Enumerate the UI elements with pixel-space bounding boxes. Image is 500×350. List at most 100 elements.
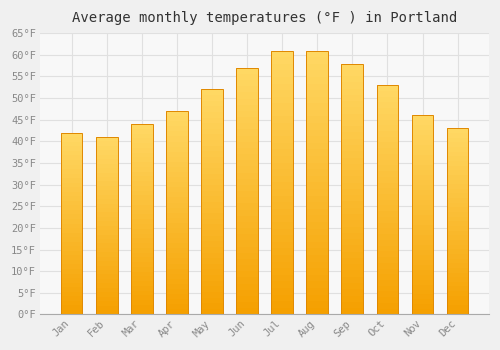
- Bar: [60, 310, 82, 314]
- Bar: [272, 103, 293, 110]
- Bar: [412, 275, 434, 280]
- Bar: [342, 252, 363, 258]
- Bar: [376, 125, 398, 131]
- Bar: [376, 85, 398, 91]
- Bar: [96, 141, 118, 146]
- Bar: [96, 274, 118, 279]
- Bar: [376, 119, 398, 125]
- Bar: [342, 114, 363, 120]
- Bar: [446, 180, 468, 184]
- Bar: [166, 203, 188, 208]
- Bar: [376, 257, 398, 263]
- Bar: [236, 271, 258, 278]
- Bar: [342, 158, 363, 164]
- Bar: [376, 97, 398, 102]
- Bar: [96, 226, 118, 230]
- Bar: [201, 224, 223, 230]
- Bar: [446, 212, 468, 217]
- Bar: [342, 220, 363, 226]
- Bar: [60, 219, 82, 224]
- Bar: [60, 251, 82, 256]
- Bar: [306, 123, 328, 130]
- Bar: [166, 289, 188, 294]
- Bar: [96, 164, 118, 168]
- Bar: [306, 182, 328, 189]
- Bar: [446, 259, 468, 263]
- Bar: [96, 199, 118, 204]
- Bar: [166, 304, 188, 309]
- Bar: [446, 203, 468, 208]
- Bar: [166, 279, 188, 284]
- Bar: [342, 214, 363, 220]
- Bar: [342, 63, 363, 70]
- Bar: [166, 309, 188, 314]
- Bar: [272, 261, 293, 268]
- Bar: [342, 183, 363, 189]
- Bar: [236, 203, 258, 210]
- Bar: [342, 145, 363, 151]
- Bar: [446, 138, 468, 142]
- Bar: [201, 146, 223, 151]
- Bar: [376, 183, 398, 188]
- Bar: [166, 284, 188, 289]
- Bar: [201, 292, 223, 298]
- Bar: [446, 296, 468, 300]
- Bar: [446, 310, 468, 314]
- Bar: [412, 130, 434, 135]
- Bar: [412, 250, 434, 255]
- Bar: [131, 138, 152, 143]
- Bar: [201, 270, 223, 275]
- Bar: [306, 136, 328, 143]
- Bar: [272, 268, 293, 275]
- Bar: [131, 210, 152, 215]
- Bar: [272, 275, 293, 281]
- Bar: [60, 137, 82, 142]
- Bar: [342, 245, 363, 252]
- Bar: [96, 137, 118, 141]
- Bar: [236, 247, 258, 253]
- Bar: [306, 84, 328, 90]
- Bar: [342, 202, 363, 208]
- Bar: [60, 210, 82, 215]
- Bar: [131, 290, 152, 295]
- Bar: [60, 196, 82, 201]
- Bar: [236, 228, 258, 234]
- Bar: [131, 205, 152, 210]
- Bar: [131, 191, 152, 195]
- Bar: [236, 80, 258, 86]
- Bar: [96, 270, 118, 274]
- Bar: [131, 158, 152, 162]
- Bar: [342, 308, 363, 314]
- Bar: [131, 153, 152, 158]
- Bar: [201, 162, 223, 168]
- Bar: [60, 187, 82, 192]
- Bar: [131, 129, 152, 134]
- Bar: [306, 169, 328, 176]
- Bar: [376, 85, 398, 314]
- Bar: [201, 230, 223, 236]
- Bar: [342, 170, 363, 176]
- Bar: [166, 233, 188, 238]
- Bar: [412, 175, 434, 180]
- Bar: [412, 210, 434, 215]
- Bar: [201, 253, 223, 258]
- Bar: [376, 102, 398, 108]
- Bar: [446, 268, 468, 273]
- Bar: [376, 229, 398, 234]
- Bar: [60, 287, 82, 292]
- Bar: [201, 174, 223, 180]
- Bar: [446, 249, 468, 254]
- Bar: [60, 228, 82, 233]
- Bar: [272, 169, 293, 176]
- Bar: [342, 126, 363, 133]
- Bar: [342, 176, 363, 183]
- Bar: [201, 134, 223, 140]
- Bar: [166, 193, 188, 197]
- Bar: [412, 304, 434, 309]
- Bar: [376, 211, 398, 217]
- Bar: [60, 155, 82, 160]
- Bar: [342, 271, 363, 277]
- Bar: [446, 277, 468, 282]
- Bar: [376, 309, 398, 314]
- Bar: [412, 165, 434, 170]
